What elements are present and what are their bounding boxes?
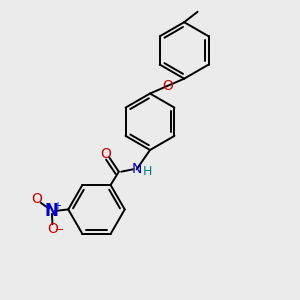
Text: N: N [45, 202, 59, 220]
Text: O: O [100, 147, 111, 161]
Text: +: + [53, 201, 61, 211]
Text: −: − [55, 225, 64, 235]
Text: O: O [163, 79, 173, 92]
Text: O: O [47, 222, 58, 236]
Text: H: H [143, 165, 153, 178]
Text: N: N [131, 162, 142, 176]
Text: O: O [32, 192, 43, 206]
